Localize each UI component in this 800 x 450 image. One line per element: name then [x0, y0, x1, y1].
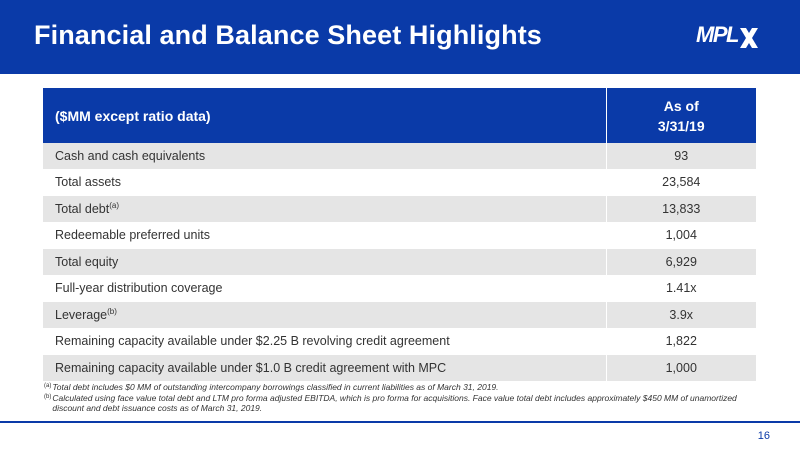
row-label-text: Leverage [55, 307, 108, 322]
table-row: Leverage(b) 3.9x [43, 301, 756, 329]
row-label: Cash and cash equivalents [43, 143, 606, 170]
row-label: Full-year distribution coverage [43, 275, 606, 302]
table-row: Cash and cash equivalents 93 [43, 143, 756, 170]
row-label-text: Total debt [55, 201, 110, 216]
row-value: 1,822 [605, 328, 756, 355]
footnote-ref: (a) [109, 200, 119, 210]
table-row: Full-year distribution coverage 1.41x [43, 275, 756, 302]
table-row: Redeemable preferred units 1,004 [43, 222, 756, 249]
row-label-text: Full-year distribution coverage [55, 281, 223, 296]
row-value: 6,929 [605, 248, 756, 276]
table-row: Total assets 23,584 [43, 169, 756, 196]
footnote-ref: (b) [107, 306, 117, 316]
row-label: Remaining capacity available under $2.25… [43, 328, 606, 355]
footnotes: (a) Total debt includes $0 MM of outstan… [44, 382, 760, 414]
row-label: Redeemable preferred units [43, 222, 606, 249]
column-header-line1: As of [663, 97, 699, 114]
row-value: 13,833 [605, 195, 756, 223]
mplx-logo: MPL [696, 22, 758, 54]
row-value: 23,584 [605, 169, 756, 196]
column-header-label: ($MM except ratio data) [43, 88, 606, 143]
row-label: Leverage(b) [43, 301, 606, 329]
footnote-text: Total debt includes $0 MM of outstanding… [52, 382, 499, 392]
financial-table: ($MM except ratio data) As of 3/31/19 Ca… [43, 88, 756, 382]
table-row: Remaining capacity available under $2.25… [43, 328, 756, 355]
footer-rule [0, 421, 800, 423]
footnote-b: (b) Calculated using face value total de… [44, 393, 760, 414]
table-row: Total debt(a) 13,833 [43, 195, 756, 223]
row-label: Total equity [43, 248, 606, 276]
row-label-text: Total assets [55, 175, 122, 190]
row-label-text: Redeemable preferred units [55, 228, 210, 243]
row-value: 1,000 [605, 354, 756, 382]
table-row: Remaining capacity available under $1.0 … [43, 354, 756, 382]
page-number: 16 [757, 430, 770, 442]
row-label-text: Remaining capacity available under $1.0 … [55, 360, 447, 375]
table-row: Total equity 6,929 [43, 248, 756, 276]
page-title: Financial and Balance Sheet Highlights [34, 20, 542, 50]
row-label: Total debt(a) [43, 195, 606, 223]
row-label-text: Total equity [55, 254, 119, 269]
row-value: 1.41x [605, 275, 756, 302]
row-label: Total assets [43, 169, 606, 196]
footnote-mark: (a) [44, 383, 52, 389]
footnote-mark: (b) [44, 393, 52, 400]
logo-x-icon [740, 28, 758, 48]
column-header-date: As of 3/31/19 [605, 88, 756, 143]
table-header-row: ($MM except ratio data) As of 3/31/19 [43, 88, 756, 143]
column-header-line2: 3/31/19 [657, 117, 705, 134]
row-label-text: Cash and cash equivalents [55, 148, 206, 163]
row-value: 1,004 [605, 222, 756, 249]
row-value: 3.9x [605, 301, 756, 329]
footnote-text: Calculated using face value total debt a… [52, 392, 737, 414]
row-label: Remaining capacity available under $1.0 … [43, 354, 606, 382]
header-bar: Financial and Balance Sheet Highlights M… [0, 0, 800, 74]
logo-text: MPL [696, 22, 739, 47]
footnote-a: (a) Total debt includes $0 MM of outstan… [44, 382, 760, 393]
row-label-text: Remaining capacity available under $2.25… [55, 334, 450, 349]
row-value: 93 [605, 143, 756, 170]
